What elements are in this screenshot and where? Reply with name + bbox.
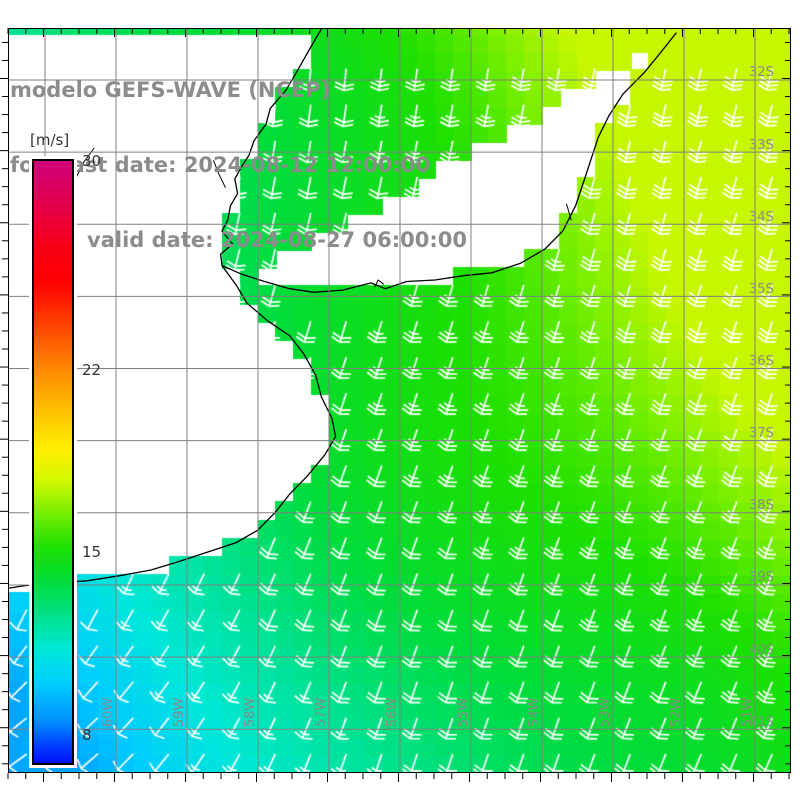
- longitude-label: 60W: [100, 697, 116, 727]
- coastline-layer: [9, 29, 677, 589]
- coastline-path: [213, 160, 226, 188]
- latitude-label: 32S: [749, 65, 774, 81]
- longitude-label: 53W: [597, 697, 613, 727]
- latitude-label: 41S: [749, 714, 774, 730]
- latitude-label: 33S: [749, 137, 774, 153]
- longitude-label: 52W: [668, 697, 684, 727]
- latitude-label: 40S: [749, 642, 774, 658]
- coastline-path: [9, 265, 337, 589]
- colorbar-tick-label: 22: [82, 360, 102, 379]
- latitude-label: 37S: [749, 426, 774, 442]
- coastline-path: [219, 29, 677, 293]
- longitude-label: 58W: [242, 697, 258, 727]
- colorbar-tick-label: 15: [82, 543, 102, 562]
- map-plot-inner: [9, 29, 790, 772]
- colorbar-tick-label: 30: [82, 152, 102, 170]
- colorbar-frame: [32, 159, 74, 765]
- colorbar-gradient: [34, 161, 72, 763]
- longitude-label: 55W: [455, 697, 471, 727]
- coastline-path: [565, 203, 572, 221]
- longitude-label: 56W: [384, 697, 400, 727]
- colorbar-units-label: [m/s]: [30, 131, 70, 149]
- map-plot-area[interactable]: [8, 28, 791, 773]
- coastline-path: [374, 279, 385, 288]
- latitude-label: 36S: [749, 354, 774, 370]
- longitude-label: 54W: [526, 697, 542, 727]
- latitude-label: 35S: [749, 281, 774, 297]
- colorbar-tick-label: 8: [82, 725, 92, 744]
- graticule-grid: [9, 29, 790, 772]
- latitude-label: 34S: [749, 209, 774, 225]
- latitude-label: 39S: [749, 570, 774, 586]
- latitude-label: 38S: [749, 498, 774, 514]
- longitude-label: 57W: [313, 697, 329, 727]
- longitude-label: 59W: [171, 697, 187, 727]
